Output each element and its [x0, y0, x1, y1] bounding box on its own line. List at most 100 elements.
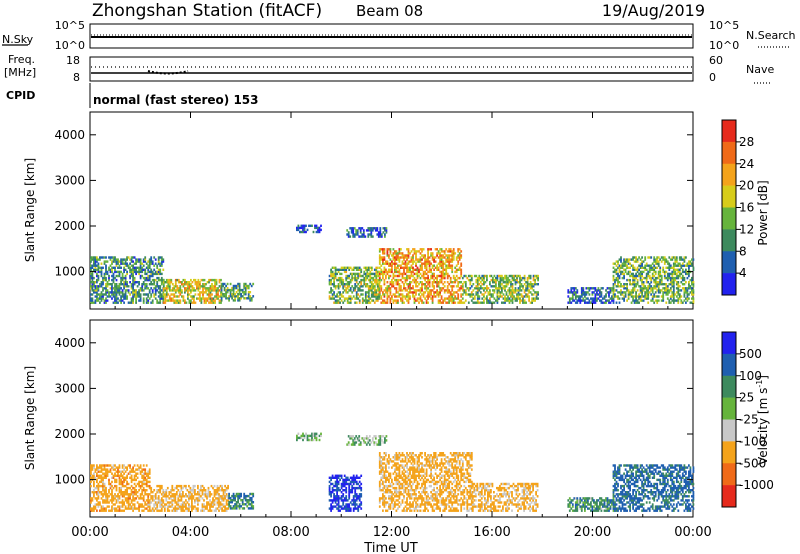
data-cell	[182, 491, 184, 494]
data-cell	[431, 285, 434, 288]
data-cell	[651, 268, 654, 271]
data-cell	[639, 272, 642, 276]
data-cell	[123, 266, 125, 269]
data-cell	[133, 476, 136, 479]
data-cell	[493, 278, 496, 282]
data-cell	[136, 468, 139, 471]
data-cell	[476, 283, 479, 286]
data-cell	[511, 297, 514, 300]
data-cell	[246, 499, 249, 502]
data-cell	[635, 297, 637, 300]
data-cell	[473, 301, 476, 304]
data-cell	[342, 283, 345, 286]
data-cell	[213, 503, 216, 506]
data-cell	[348, 484, 351, 488]
data-cell	[508, 281, 511, 284]
data-cell	[117, 301, 119, 304]
data-cell	[223, 282, 226, 286]
data-cell	[487, 299, 490, 302]
data-cell	[404, 297, 407, 300]
data-cell	[633, 289, 636, 292]
data-cell	[130, 493, 133, 496]
data-cell	[632, 281, 634, 284]
data-cell	[443, 256, 446, 259]
data-cell	[225, 507, 228, 510]
data-cell	[523, 278, 526, 282]
data-cell	[623, 287, 625, 290]
data-cell	[237, 501, 239, 504]
data-cell	[389, 293, 392, 296]
data-cell	[336, 272, 338, 276]
data-cell	[651, 262, 654, 265]
data-cell	[440, 260, 443, 263]
data-cell	[144, 478, 147, 482]
data-cell	[202, 289, 204, 292]
data-cell	[343, 507, 346, 510]
data-cell	[182, 503, 184, 506]
data-cell	[118, 260, 121, 263]
nave-label: Nave	[746, 63, 774, 76]
data-cell	[97, 503, 100, 506]
data-cell	[574, 297, 577, 300]
data-cell	[389, 297, 392, 300]
data-cell	[352, 287, 355, 290]
data-cell	[404, 281, 407, 284]
data-cell	[138, 283, 140, 286]
data-cell	[657, 283, 660, 286]
data-cell	[215, 289, 218, 292]
data-cell	[94, 262, 97, 265]
data-cell	[227, 507, 229, 510]
data-cell	[93, 283, 95, 286]
data-cell	[361, 293, 364, 296]
data-cell	[214, 301, 216, 304]
data-cell	[297, 436, 300, 440]
data-cell	[147, 493, 150, 496]
data-cell	[648, 287, 651, 290]
data-cell	[663, 262, 666, 265]
data-cell	[115, 295, 118, 298]
data-cell	[685, 289, 687, 292]
data-cell	[189, 493, 192, 496]
data-cell	[300, 224, 303, 227]
data-cell	[115, 262, 118, 265]
data-cell	[114, 464, 116, 467]
data-cell	[118, 476, 121, 479]
data-cell	[243, 496, 246, 500]
data-cell	[144, 276, 147, 280]
data-cell	[118, 501, 121, 504]
data-cell	[421, 274, 423, 278]
data-cell	[467, 289, 470, 292]
data-cell	[352, 289, 355, 292]
data-cell	[145, 472, 148, 475]
data-cell	[342, 301, 345, 304]
data-cell	[106, 499, 109, 502]
data-cell	[127, 486, 130, 490]
data-cell	[489, 291, 491, 294]
data-cell	[476, 278, 479, 282]
data-cell	[457, 250, 460, 253]
data-cell	[218, 501, 220, 504]
data-cell	[157, 258, 160, 261]
data-cell	[209, 499, 211, 502]
data-cell	[105, 297, 107, 300]
data-cell	[181, 295, 183, 298]
data-cell	[428, 262, 431, 265]
data-cell	[246, 501, 249, 504]
data-cell	[639, 274, 642, 278]
data-cell	[169, 501, 172, 504]
data-cell	[475, 274, 478, 278]
data-cell	[479, 285, 482, 288]
data-cell	[334, 501, 337, 504]
data-cell	[376, 285, 379, 288]
data-cell	[105, 264, 107, 267]
data-cell	[306, 438, 309, 442]
data-cell	[342, 268, 345, 271]
data-cell	[300, 230, 303, 234]
data-cell	[457, 276, 460, 280]
data-cell	[439, 291, 441, 294]
data-cell	[123, 495, 125, 498]
data-cell	[656, 276, 659, 280]
data-cell	[367, 268, 370, 271]
data-cell	[618, 266, 621, 269]
data-cell	[150, 274, 153, 278]
